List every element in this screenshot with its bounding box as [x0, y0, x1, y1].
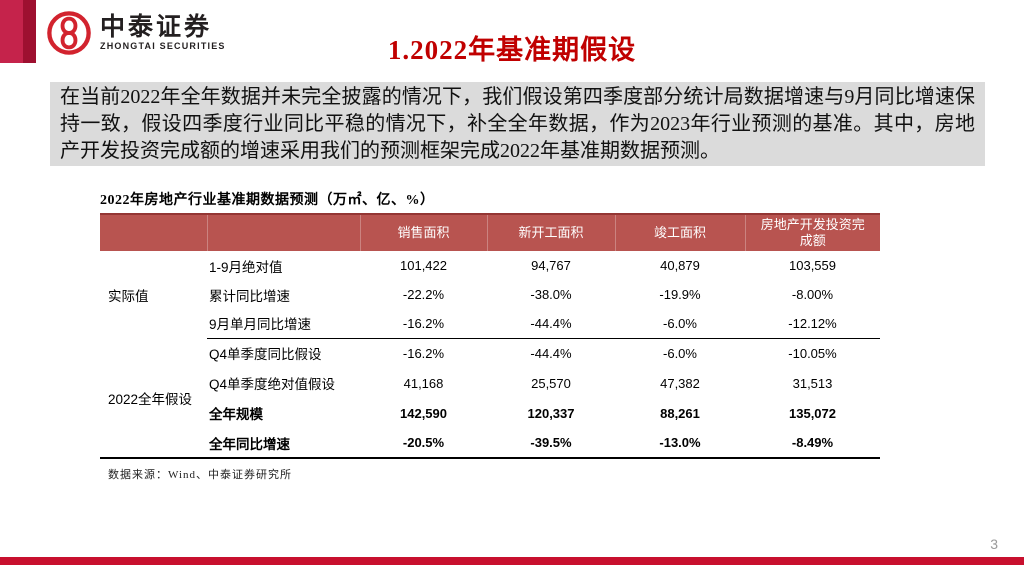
table-cell: 94,767	[487, 251, 615, 280]
row-group-label: 实际值	[100, 251, 207, 338]
table-cell: -8.00%	[745, 280, 880, 309]
row-label: 全年规模	[207, 398, 360, 428]
row-label: Q4单季度同比假设	[207, 338, 360, 368]
table-cell: -10.05%	[745, 338, 880, 368]
table-cell: 101,422	[360, 251, 487, 280]
table-row: 2022全年假设 Q4单季度同比假设 -16.2% -44.4% -6.0% -…	[100, 338, 880, 458]
table-row: Q4单季度绝对值假设 41,168 25,570 47,382 31,513	[100, 368, 880, 398]
decorative-stripe-crimson	[0, 0, 23, 63]
column-header: 房地产开发投资完成额	[744, 214, 880, 251]
table-cell: 31,513	[745, 368, 880, 398]
table-cell: 25,570	[487, 368, 615, 398]
table-row: 累计同比增速 -22.2% -38.0% -19.9% -8.00%	[100, 280, 880, 309]
table-cell: -12.12%	[745, 309, 880, 339]
data-source-note: 数据来源：Wind、中泰证券研究所	[108, 469, 292, 481]
page-number: 3	[990, 536, 998, 552]
table-cell: -16.2%	[360, 309, 487, 339]
row-label: 累计同比增速	[207, 280, 360, 309]
table-cell: 120,337	[487, 398, 615, 428]
table-cell: -22.2%	[360, 280, 487, 309]
table-header-row: 销售面积 新开工面积 竣工面积 房地产开发投资完成额	[100, 214, 880, 251]
brand-subtitle: ZHONGTAI SECURITIES	[100, 40, 226, 51]
table-header-empty	[206, 214, 360, 251]
table-cell: 103,559	[745, 251, 880, 280]
baseline-data-table: 销售面积 新开工面积 竣工面积 房地产开发投资完成额 实际值 1-9月绝对值 1…	[100, 213, 880, 459]
row-group-label: 2022全年假设	[100, 338, 207, 458]
table-cell: -44.4%	[487, 309, 615, 339]
table-cell: 41,168	[360, 368, 487, 398]
table-cell: 40,879	[615, 251, 745, 280]
bottom-accent-bar	[0, 557, 1024, 565]
table-cell: -8.49%	[745, 428, 880, 458]
row-label: 9月单月同比增速	[207, 309, 360, 339]
column-header: 销售面积	[359, 214, 487, 251]
brand-name: 中泰证券	[100, 13, 213, 41]
table-row: 全年规模 142,590 120,337 88,261 135,072	[100, 398, 880, 428]
table-cell: -13.0%	[615, 428, 745, 458]
table-cell: -19.9%	[615, 280, 745, 309]
table-row: 实际值 1-9月绝对值 101,422 94,767 40,879 103,55…	[100, 251, 880, 338]
table-cell: -6.0%	[615, 309, 745, 339]
table-header-empty	[100, 214, 207, 251]
table-cell: -16.2%	[360, 338, 487, 368]
column-header: 竣工面积	[614, 214, 745, 251]
row-label: Q4单季度绝对值假设	[207, 368, 360, 398]
row-label: 1-9月绝对值	[207, 251, 360, 280]
column-header: 新开工面积	[486, 214, 615, 251]
zhongtai-emblem-icon	[47, 11, 91, 55]
table-row: 全年同比增速 -20.5% -39.5% -13.0% -8.49%	[100, 428, 880, 458]
table-cell: -44.4%	[487, 338, 615, 368]
table-cell: 88,261	[615, 398, 745, 428]
table-cell: -20.5%	[360, 428, 487, 458]
brand-text: 中泰证券 ZHONGTAI SECURITIES	[100, 13, 226, 52]
brand-logo: 中泰证券 ZHONGTAI SECURITIES	[46, 10, 226, 56]
table-cell: -39.5%	[487, 428, 615, 458]
table-caption: 2022年房地产行业基准期数据预测（万㎡、亿、%）	[100, 193, 435, 208]
page-title: 1.2022年基准期假设	[387, 35, 637, 65]
intro-paragraph: 在当前2022年全年数据并未完全披露的情况下，我们假设第四季度部分统计局数据增速…	[50, 82, 985, 166]
table-row: 9月单月同比增速 -16.2% -44.4% -6.0% -12.12%	[100, 309, 880, 339]
table-cell: 135,072	[745, 398, 880, 428]
row-label: 全年同比增速	[207, 428, 360, 458]
table-cell: 142,590	[360, 398, 487, 428]
decorative-stripe-maroon	[23, 0, 36, 63]
table-cell: 47,382	[615, 368, 745, 398]
table-cell: -6.0%	[615, 338, 745, 368]
table-cell: -38.0%	[487, 280, 615, 309]
